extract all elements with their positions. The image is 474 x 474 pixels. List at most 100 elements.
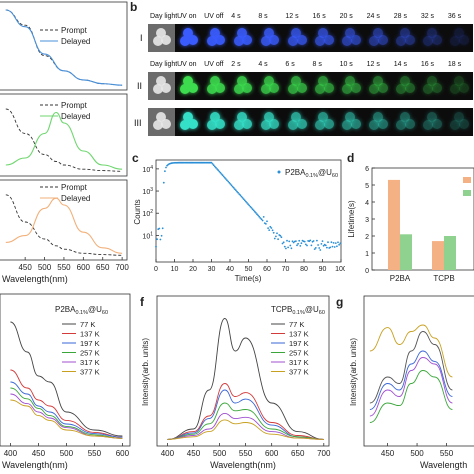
photo-cell: 6 s — [283, 72, 310, 100]
panel-g-frame — [364, 296, 474, 446]
time-label: 4 s — [231, 13, 240, 20]
legend-delayed-1: Delayed — [61, 37, 90, 46]
legend-temp-label: 377 K — [289, 368, 309, 377]
legend-temp-label: 317 K — [80, 358, 100, 367]
leaf-shape — [454, 28, 464, 38]
data-point — [337, 241, 339, 243]
panel-f-chart: f Intensity(arb. units) TCPB0.1%@U60 77 … — [137, 292, 332, 474]
time-label: 4 s — [258, 61, 267, 68]
panel-c-ytick-label: 103 — [142, 187, 153, 196]
prompt-curve — [6, 10, 122, 85]
photo-cell: UV off — [202, 72, 229, 100]
panel-c-xtick-label: 0 — [154, 266, 158, 273]
legend-prompt-2: Prompt — [61, 101, 88, 110]
panel-g-xlabel: Wavelength — [420, 460, 467, 470]
legend-temp-label: 377 K — [80, 368, 100, 377]
panel-d-ytick-label: 5 — [365, 183, 369, 190]
panel-f-xtick-label: 400 — [161, 449, 175, 458]
panel-c-legend-main: P2BA — [285, 168, 306, 177]
photo-cell — [175, 108, 202, 136]
photo-cell — [202, 108, 229, 136]
data-point — [285, 248, 287, 250]
panel-d-ytick-label: 1 — [365, 251, 369, 258]
photo-cell: 18 s — [446, 72, 473, 100]
panel-g-curves — [370, 325, 453, 423]
spectrum-curve — [370, 371, 453, 423]
panel-c-xtick-label: 90 — [319, 266, 327, 273]
panel-c-ytick-label: 102 — [142, 209, 153, 218]
data-point — [262, 220, 264, 222]
panel-d-category-label: P2BA — [390, 274, 411, 283]
photo-cell: 14 s — [392, 72, 419, 100]
time-label: 18 s — [448, 61, 461, 68]
time-label: 16 s — [421, 61, 434, 68]
panel-c-xtick-label: 30 — [208, 266, 216, 273]
leaf-shape — [427, 112, 437, 122]
time-label: 8 s — [258, 13, 267, 20]
panel-f-legend: 77 K137 K197 K257 K317 K377 K — [271, 320, 309, 377]
spectrum-curve — [370, 351, 453, 410]
data-point — [267, 227, 269, 229]
photo-cell: UV on — [175, 72, 202, 100]
time-label: 10 s — [340, 61, 353, 68]
panel-a-xtick-label: 450 — [18, 263, 32, 272]
panel-e-legend-sub2: 60 — [102, 310, 108, 316]
leaf-shape — [183, 112, 193, 122]
prompt-curve — [6, 195, 122, 256]
bar-tcpb-1 — [432, 241, 444, 270]
photo-strip-row-1: Day light UV on UV off 4 s8 s 12 s 16 s 20 s 24… — [148, 24, 473, 52]
photo-cell: 20 s — [338, 24, 365, 52]
legend-temp-label: 257 K — [80, 349, 100, 358]
photo-cell: 12 s — [283, 24, 310, 52]
time-label: 20 s — [340, 13, 353, 20]
photo-cell: 2 s — [229, 72, 256, 100]
panel-c-xlabel: Time(s) — [235, 274, 262, 283]
panel-d-chart: d Lifetime(s) 0123456 P2BA TCPB — [345, 150, 474, 285]
bar-p2ba-1 — [388, 180, 400, 270]
leaf-shape — [156, 28, 166, 38]
panel-f-xtick-label: 450 — [187, 449, 201, 458]
panel-c-xtick-label: 10 — [171, 266, 179, 273]
leaf-shape — [183, 76, 193, 86]
data-point — [275, 236, 277, 238]
time-label: 6 s — [285, 61, 294, 68]
row-label-1: I — [140, 33, 143, 43]
panel-f-legend-main: TCPB — [271, 305, 292, 314]
leaf-shape — [156, 76, 166, 86]
panel-a-xtick-label: 700 — [115, 263, 129, 272]
panel-a-xtick-label: 600 — [77, 263, 91, 272]
panel-f-letter: f — [140, 295, 145, 309]
photo-cell — [311, 108, 338, 136]
panel-e-xtick-label: 600 — [116, 449, 130, 458]
panel-e-xlabel: Wavelength(nm) — [2, 460, 68, 470]
data-point — [272, 229, 274, 231]
data-point — [334, 246, 336, 248]
data-point — [155, 246, 157, 248]
data-point — [263, 216, 265, 218]
panel-c-ytick-label: 101 — [142, 231, 153, 240]
panel-d-legend-swatch-1 — [463, 177, 471, 183]
time-label: UV off — [204, 61, 223, 68]
panel-c-xtick-label: 50 — [245, 266, 253, 273]
data-point — [336, 245, 338, 247]
row-label-3: III — [134, 118, 142, 128]
data-point — [322, 240, 324, 242]
bar-p2ba-2 — [400, 234, 412, 270]
data-point — [318, 247, 320, 249]
time-label: 12 s — [367, 61, 380, 68]
data-point — [163, 182, 165, 184]
time-label: 16 s — [313, 13, 326, 20]
data-point — [158, 228, 160, 230]
photo-strip-row-3 — [148, 108, 473, 136]
time-label: 14 s — [394, 61, 407, 68]
data-point — [286, 240, 288, 242]
panel-d-ytick-label: 6 — [365, 166, 369, 173]
spectrum-curve — [10, 388, 122, 438]
panel-f-xlabel: Wavelength(nm) — [210, 460, 276, 470]
delayed-curve — [6, 198, 122, 253]
panel-d-legend-swatch-2 — [463, 190, 471, 196]
data-point — [333, 242, 335, 244]
leaf-shape — [454, 112, 464, 122]
panel-e-legend-tail: @U — [88, 305, 102, 314]
panel-d-categories: P2BA TCPB — [390, 274, 455, 283]
